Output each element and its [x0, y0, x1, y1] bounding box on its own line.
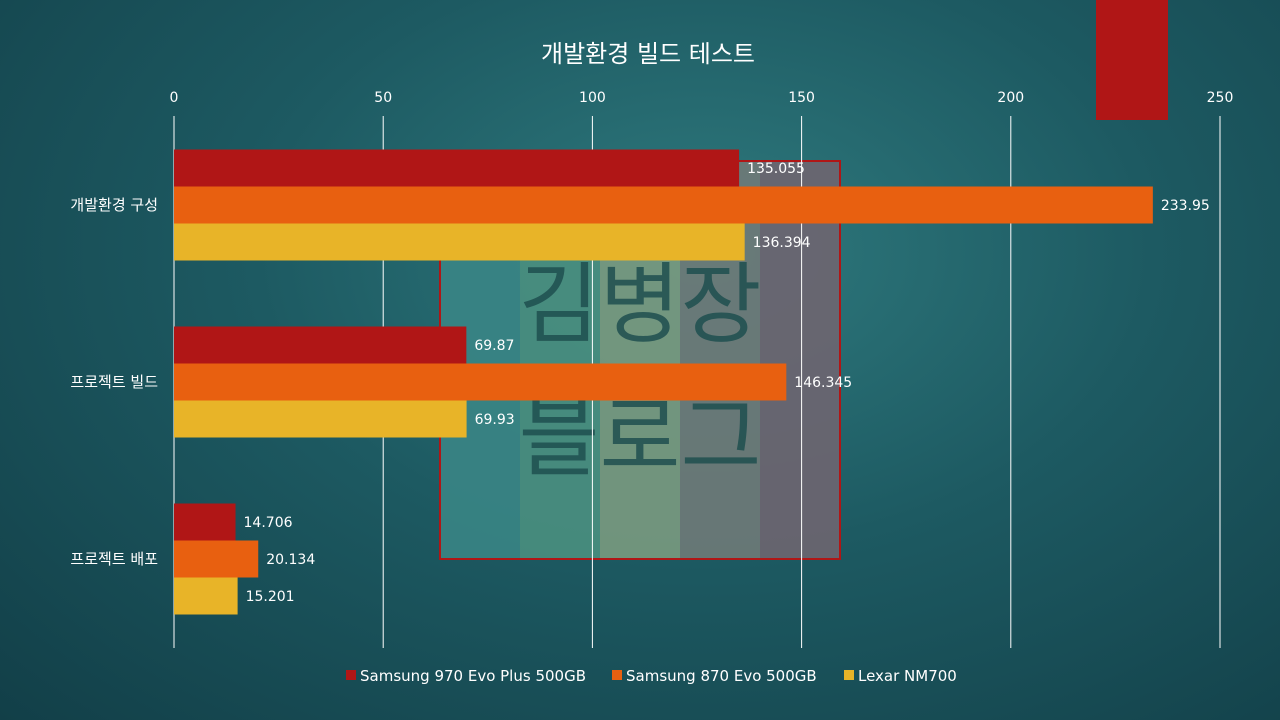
data-label: 146.345 [794, 375, 852, 391]
chart-title: 개발환경 빌드 테스트 [541, 40, 755, 68]
watermark-text-line1: 김병장 [519, 253, 762, 356]
bar [174, 540, 259, 578]
data-label: 15.201 [246, 589, 295, 605]
data-label: 233.95 [1161, 198, 1210, 214]
bar [174, 577, 238, 615]
bar [174, 400, 467, 438]
bar [174, 149, 740, 187]
data-label: 69.87 [474, 338, 514, 354]
legend-label: Lexar NM700 [858, 667, 957, 685]
x-tick-label: 100 [579, 90, 606, 106]
category-label: 프로젝트 빌드 [70, 373, 158, 391]
x-tick-label: 50 [374, 90, 392, 106]
bars [174, 149, 1153, 615]
legend-swatch [346, 670, 356, 680]
x-tick-label: 200 [997, 90, 1024, 106]
watermark-stripe [760, 161, 840, 559]
bar [174, 326, 467, 364]
data-labels: 135.055 233.95 136.394 69.87 146.345 69.93 14.… [244, 161, 1210, 605]
legend-swatch [844, 670, 854, 680]
data-label: 20.134 [266, 552, 315, 568]
bar [174, 186, 1153, 224]
corner-decoration [1096, 0, 1168, 120]
x-tick-label: 150 [788, 90, 815, 106]
bar [174, 363, 787, 401]
x-axis: 0 50 100 150 200 250 [170, 90, 1234, 106]
legend-swatch [612, 670, 622, 680]
data-label: 136.394 [753, 235, 811, 251]
bar [174, 223, 745, 261]
category-label: 개발환경 구성 [70, 196, 158, 214]
x-tick-label: 250 [1207, 90, 1234, 106]
legend-label: Samsung 870 Evo 500GB [626, 667, 817, 685]
data-label: 69.93 [475, 412, 515, 428]
legend: Samsung 970 Evo Plus 500GB Samsung 870 Ev… [346, 667, 957, 685]
data-label: 135.055 [747, 161, 805, 177]
watermark-text-line2: 블로그 [519, 386, 762, 489]
legend-label: Samsung 970 Evo Plus 500GB [360, 667, 586, 685]
data-label: 14.706 [244, 515, 293, 531]
category-label: 프로젝트 배포 [70, 550, 158, 568]
x-tick-label: 0 [170, 90, 179, 106]
bar [174, 503, 236, 541]
